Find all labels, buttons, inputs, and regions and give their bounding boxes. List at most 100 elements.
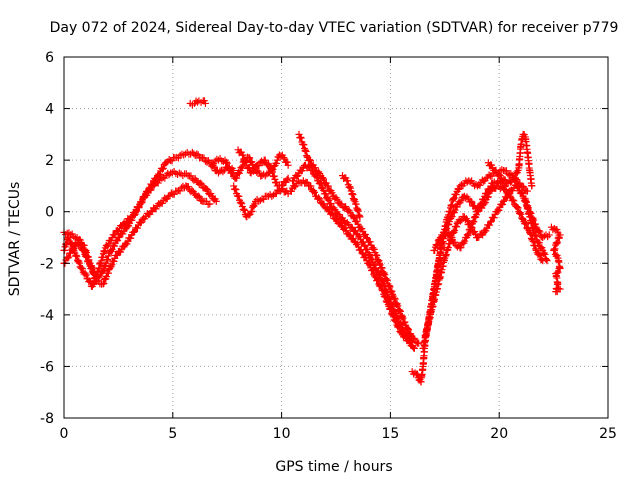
data-point xyxy=(72,251,80,259)
data-point xyxy=(362,230,370,238)
data-point xyxy=(241,158,249,166)
data-point xyxy=(540,249,548,257)
data-point xyxy=(67,239,75,247)
data-point xyxy=(362,234,370,241)
data-point xyxy=(376,281,384,289)
data-point xyxy=(333,195,341,203)
data-point xyxy=(463,231,471,239)
data-point xyxy=(68,247,76,255)
data-point xyxy=(461,237,469,245)
data-point xyxy=(74,258,82,266)
data-point xyxy=(298,167,306,175)
data-point xyxy=(241,206,249,214)
data-point xyxy=(320,200,328,208)
data-point xyxy=(451,227,459,235)
series-track-c xyxy=(60,182,214,288)
data-point xyxy=(457,244,465,252)
y-tick-label: -8 xyxy=(40,411,54,427)
data-point xyxy=(516,209,524,217)
data-point xyxy=(219,168,227,176)
data-point xyxy=(411,335,419,343)
data-point xyxy=(384,298,392,306)
y-tick-label: -2 xyxy=(40,256,54,272)
data-point xyxy=(250,166,258,174)
data-point xyxy=(249,201,257,209)
y-tick-label: 0 xyxy=(45,205,54,221)
data-point xyxy=(507,178,515,186)
data-point xyxy=(317,180,325,188)
data-point xyxy=(541,250,549,258)
y-tick-label: 2 xyxy=(45,153,54,169)
x-tick-label: 10 xyxy=(273,426,291,442)
data-point xyxy=(394,322,402,330)
data-point xyxy=(111,230,119,238)
data-point xyxy=(196,193,204,201)
series-track-o xyxy=(430,177,510,255)
data-point xyxy=(110,242,118,250)
data-point xyxy=(553,240,561,248)
data-point xyxy=(445,218,453,226)
data-point xyxy=(372,251,380,259)
x-tick-label: 20 xyxy=(490,426,508,442)
data-point xyxy=(452,191,460,199)
data-point xyxy=(344,177,352,185)
data-point xyxy=(470,218,478,226)
data-point xyxy=(532,220,540,228)
data-point xyxy=(556,285,564,293)
data-point xyxy=(463,216,471,224)
data-point xyxy=(480,196,488,204)
x-tick-label: 15 xyxy=(381,426,399,442)
data-point xyxy=(554,234,562,242)
data-point xyxy=(225,164,233,172)
data-point xyxy=(492,166,500,174)
data-point xyxy=(120,243,128,251)
data-point xyxy=(363,245,371,253)
series-track-f xyxy=(234,146,292,190)
data-point xyxy=(488,161,496,169)
data-point xyxy=(453,223,461,231)
data-point xyxy=(401,332,409,340)
axis-ticks: 0 5 10 15 20 25 -8 -6 -4 -2 0 2 4 6 xyxy=(40,50,617,442)
data-series xyxy=(60,97,564,386)
data-point xyxy=(208,159,216,167)
data-point xyxy=(168,169,176,177)
data-point xyxy=(517,210,525,218)
data-point xyxy=(69,246,77,254)
data-point xyxy=(389,312,397,320)
data-point xyxy=(154,179,162,187)
data-point xyxy=(550,247,558,255)
data-point xyxy=(158,165,166,173)
data-point xyxy=(490,214,498,222)
data-point xyxy=(486,218,494,226)
data-point xyxy=(394,323,402,331)
data-point xyxy=(523,187,531,195)
data-point xyxy=(534,238,542,246)
data-point xyxy=(319,174,327,182)
data-point xyxy=(376,271,384,279)
series-track-j xyxy=(286,177,416,350)
data-point xyxy=(448,213,456,221)
data-point xyxy=(532,232,540,240)
data-point xyxy=(486,185,494,193)
data-point xyxy=(211,157,219,165)
data-point xyxy=(307,157,315,165)
data-point xyxy=(136,219,144,227)
data-point xyxy=(239,151,247,159)
data-point xyxy=(76,236,84,244)
data-point xyxy=(445,231,453,239)
data-point xyxy=(236,199,244,207)
data-point xyxy=(378,285,386,293)
data-point xyxy=(316,195,324,203)
data-point xyxy=(405,337,413,345)
data-point xyxy=(353,217,361,225)
series-track-q xyxy=(521,195,551,265)
data-point xyxy=(368,266,376,274)
data-point xyxy=(499,200,507,208)
data-point xyxy=(476,200,484,208)
data-point xyxy=(388,311,396,319)
data-point xyxy=(468,198,476,206)
data-point xyxy=(232,186,240,194)
data-point xyxy=(368,255,376,263)
series-track-e xyxy=(208,151,292,182)
data-point xyxy=(431,247,439,255)
